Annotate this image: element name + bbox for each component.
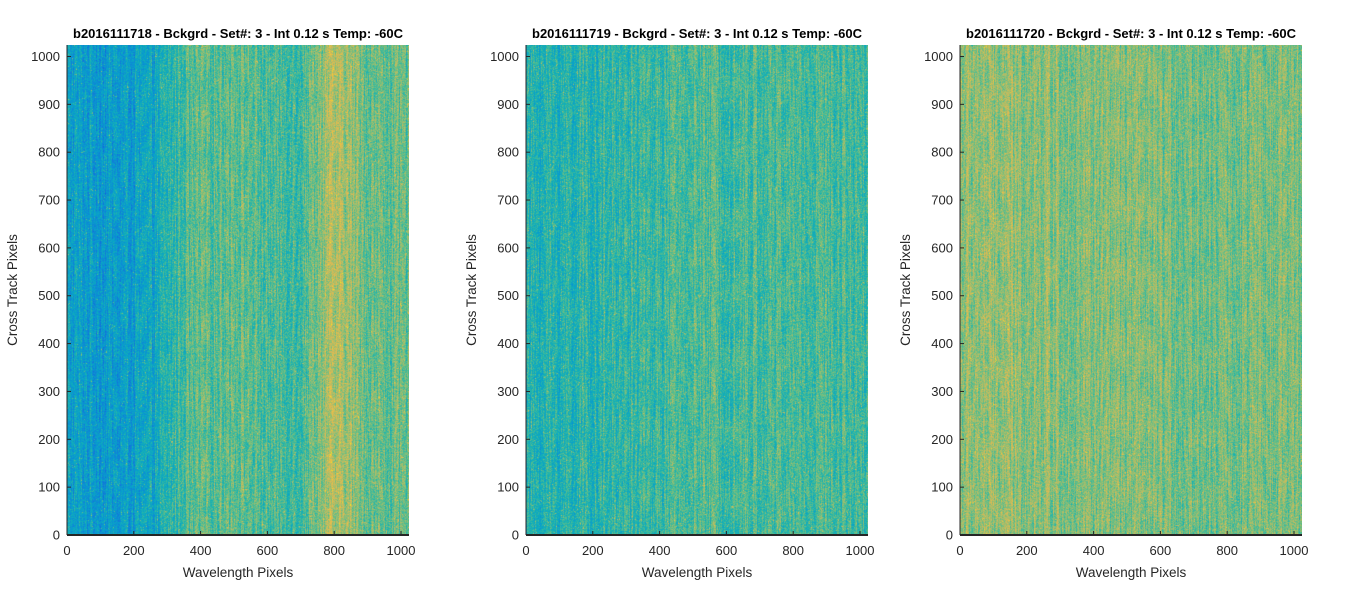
y-tick-label: 700 [931,193,953,208]
x-tick-label: 1000 [1280,543,1309,558]
x-tick-label: 800 [1216,543,1238,558]
y-tick-label: 500 [38,288,60,303]
y-tick-label: 900 [931,97,953,112]
x-tick-label: 600 [1150,543,1172,558]
y-tick-label: 900 [38,97,60,112]
y-tick-label: 0 [53,528,60,543]
y-tick-label: 700 [497,193,519,208]
x-tick-label: 1000 [846,543,875,558]
y-tick-label: 1000 [31,49,60,64]
y-tick-label: 200 [497,432,519,447]
x-tick-label: 0 [956,543,963,558]
y-tick-label: 1000 [490,49,519,64]
x-tick-label: 800 [323,543,345,558]
x-tick-label: 0 [522,543,529,558]
heatmap-image [67,45,409,535]
y-axis-label: Cross Track Pixels [5,234,20,346]
y-tick-label: 400 [38,336,60,351]
y-axis-label: Cross Track Pixels [898,234,913,346]
y-tick-label: 400 [931,336,953,351]
x-tick-label: 200 [582,543,604,558]
x-tick-label: 0 [63,543,70,558]
y-tick-label: 200 [38,432,60,447]
y-axis-label: Cross Track Pixels [464,234,479,346]
x-tick-label: 200 [1016,543,1038,558]
x-tick-label: 200 [123,543,145,558]
x-axis-label: Wavelength Pixels [642,565,753,580]
panel-title: b2016111719 - Bckgrd - Set#: 3 - Int 0.1… [532,26,863,41]
y-tick-label: 800 [497,145,519,160]
x-tick-label: 800 [782,543,804,558]
x-tick-label: 400 [190,543,212,558]
y-tick-label: 600 [931,240,953,255]
panel-title: b2016111720 - Bckgrd - Set#: 3 - Int 0.1… [966,26,1297,41]
y-tick-label: 0 [946,528,953,543]
y-tick-label: 700 [38,193,60,208]
y-tick-label: 300 [38,384,60,399]
x-tick-label: 1000 [387,543,416,558]
y-tick-label: 800 [931,145,953,160]
y-tick-label: 1000 [924,49,953,64]
y-tick-label: 100 [931,480,953,495]
y-tick-label: 900 [497,97,519,112]
y-tick-label: 200 [931,432,953,447]
x-tick-label: 600 [257,543,279,558]
panel-title: b2016111718 - Bckgrd - Set#: 3 - Int 0.1… [73,26,404,41]
x-axis-label: Wavelength Pixels [1076,565,1187,580]
heatmap-panel-2: 0 100 200 300 400 500 600 700 800 900 1000 0 200 400 6… [464,26,874,580]
x-tick-label: 600 [716,543,738,558]
y-tick-label: 800 [38,145,60,160]
y-tick-label: 600 [38,240,60,255]
y-tick-label: 500 [497,288,519,303]
y-tick-label: 100 [38,480,60,495]
y-tick-label: 0 [512,528,519,543]
x-axis-label: Wavelength Pixels [183,565,294,580]
y-tick-label: 100 [497,480,519,495]
y-tick-label: 300 [931,384,953,399]
y-tick-label: 500 [931,288,953,303]
x-tick-label: 400 [649,543,671,558]
heatmap-image [960,45,1302,535]
heatmap-panel-1: 0 100 200 300 400 500 600 700 800 900 1000 0 200 400 6… [5,26,415,580]
x-tick-label: 400 [1083,543,1105,558]
heatmap-panel-3: 0 100 200 300 400 500 600 700 800 900 1000 0 200 400 6… [898,26,1308,580]
heatmap-image [526,45,868,535]
y-tick-label: 600 [497,240,519,255]
y-tick-label: 400 [497,336,519,351]
y-tick-label: 300 [497,384,519,399]
